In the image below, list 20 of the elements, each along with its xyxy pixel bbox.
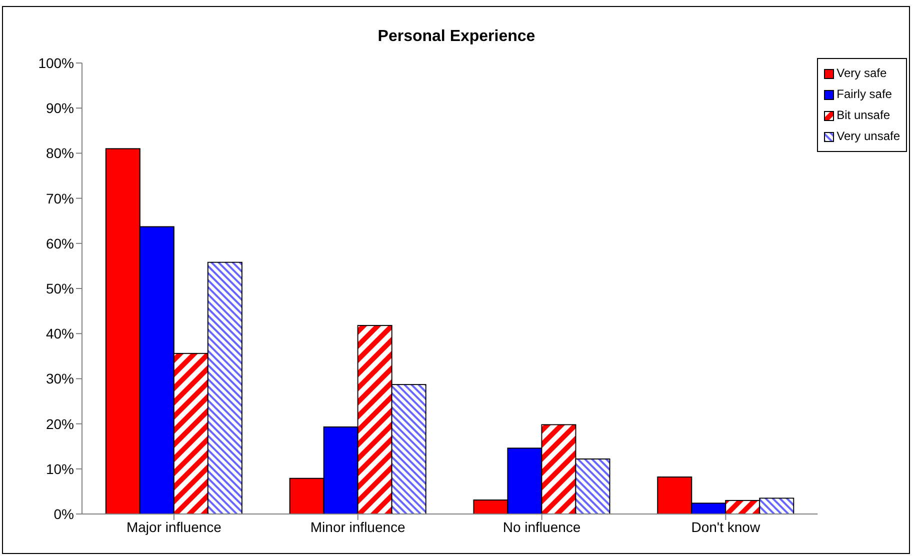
y-tick-label: 10% [46,460,74,477]
x-tick-label: Major influence [126,518,222,535]
y-tick-label: 30% [46,370,74,387]
y-tick-label: 50% [46,280,74,296]
y-tick-label: 40% [46,326,74,342]
x-tick-label: Minor influence [310,518,406,535]
y-tick-label: 0% [54,506,74,522]
y-tick-label: 60% [46,235,74,252]
x-tick-label: Don't know [691,518,761,535]
x-tick-label: No influence [502,518,581,535]
y-tick-label: 100% [38,54,74,71]
legend-label: Fairly safe [836,86,892,103]
legend-label: Bit unsafe [836,107,890,124]
legend-label: Very safe [836,65,887,82]
chart-title: Personal Experience [376,28,536,46]
y-tick-label: 90% [46,100,74,116]
y-tick-label: 80% [46,145,74,162]
y-tick-label: 70% [46,190,74,206]
y-tick-label: 20% [46,416,74,432]
legend-label: Very unsafe [836,128,900,145]
